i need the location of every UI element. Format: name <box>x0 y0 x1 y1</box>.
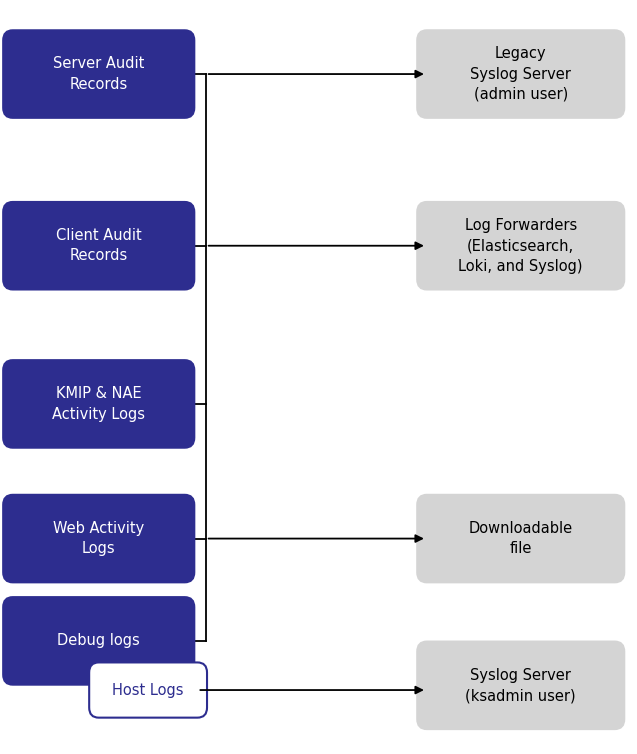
Text: Legacy
Syslog Server
(admin user): Legacy Syslog Server (admin user) <box>470 46 571 102</box>
FancyBboxPatch shape <box>417 202 624 290</box>
FancyBboxPatch shape <box>3 30 194 118</box>
Text: Server Audit
Records: Server Audit Records <box>53 57 145 92</box>
FancyBboxPatch shape <box>3 202 194 290</box>
FancyBboxPatch shape <box>417 495 624 582</box>
Text: Downloadable
file: Downloadable file <box>469 521 573 556</box>
FancyBboxPatch shape <box>3 597 194 685</box>
Text: Syslog Server
(ksadmin user): Syslog Server (ksadmin user) <box>466 667 576 703</box>
FancyBboxPatch shape <box>417 30 624 118</box>
Text: Log Forwarders
(Elasticsearch,
Loki, and Syslog): Log Forwarders (Elasticsearch, Loki, and… <box>459 218 583 274</box>
FancyBboxPatch shape <box>3 495 194 582</box>
FancyBboxPatch shape <box>89 663 207 718</box>
Text: Host Logs: Host Logs <box>112 682 184 697</box>
FancyBboxPatch shape <box>417 642 624 729</box>
Text: Client Audit
Records: Client Audit Records <box>56 228 141 263</box>
FancyBboxPatch shape <box>3 360 194 448</box>
Text: KMIP & NAE
Activity Logs: KMIP & NAE Activity Logs <box>52 386 145 421</box>
Text: Web Activity
Logs: Web Activity Logs <box>53 521 145 556</box>
Text: Debug logs: Debug logs <box>57 633 140 648</box>
